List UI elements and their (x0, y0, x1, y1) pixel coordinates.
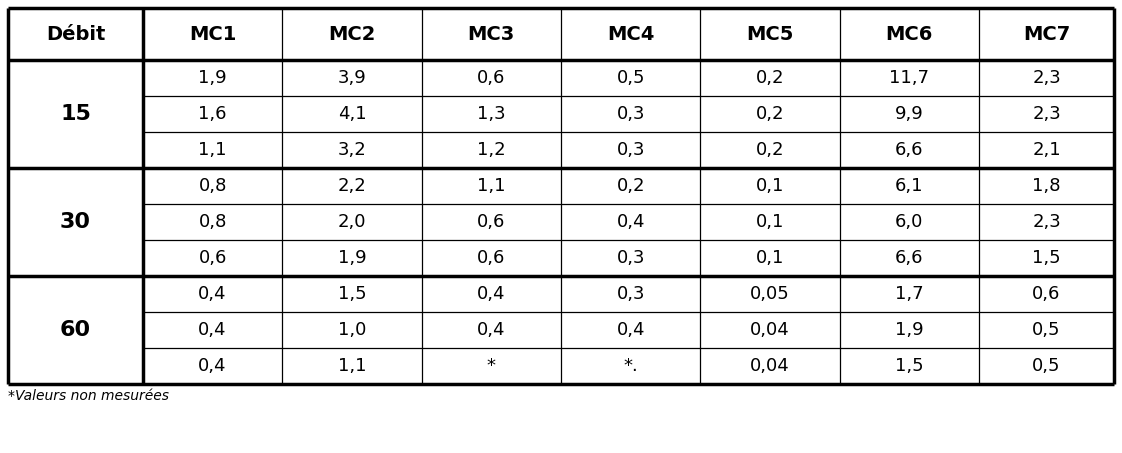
Text: 6,1: 6,1 (895, 177, 923, 195)
Text: MC1: MC1 (188, 24, 237, 43)
Text: 2,3: 2,3 (1032, 213, 1061, 231)
Text: 0,2: 0,2 (616, 177, 645, 195)
Text: 60: 60 (59, 320, 91, 340)
Text: 0,5: 0,5 (616, 69, 645, 87)
Text: 3,2: 3,2 (338, 141, 367, 159)
Text: 1,1: 1,1 (199, 141, 227, 159)
Text: 0,3: 0,3 (616, 285, 645, 303)
Text: 1,1: 1,1 (338, 357, 366, 375)
Text: 0,5: 0,5 (1032, 357, 1060, 375)
Text: 0,3: 0,3 (616, 141, 645, 159)
Text: 0,2: 0,2 (756, 105, 784, 123)
Text: 1,2: 1,2 (477, 141, 506, 159)
Text: 0,2: 0,2 (756, 69, 784, 87)
Text: 0,6: 0,6 (477, 249, 506, 267)
Text: 0,1: 0,1 (756, 249, 784, 267)
Text: 0,1: 0,1 (756, 213, 784, 231)
Text: 0,4: 0,4 (477, 321, 506, 339)
Text: MC5: MC5 (746, 24, 793, 43)
Text: 0,1: 0,1 (756, 177, 784, 195)
Text: 1,3: 1,3 (477, 105, 506, 123)
Text: 0,3: 0,3 (616, 105, 645, 123)
Text: 2,1: 2,1 (1032, 141, 1060, 159)
Text: MC4: MC4 (607, 24, 654, 43)
Text: 0,4: 0,4 (616, 321, 645, 339)
Text: 6,6: 6,6 (895, 249, 923, 267)
Text: 0,6: 0,6 (1032, 285, 1060, 303)
Text: 0,8: 0,8 (199, 213, 227, 231)
Text: MC6: MC6 (885, 24, 934, 43)
Text: 0,6: 0,6 (199, 249, 227, 267)
Text: 2,3: 2,3 (1032, 105, 1061, 123)
Text: 0,8: 0,8 (199, 177, 227, 195)
Text: 0,3: 0,3 (616, 249, 645, 267)
Text: 1,9: 1,9 (199, 69, 227, 87)
Text: 0,04: 0,04 (751, 321, 790, 339)
Text: 0,05: 0,05 (751, 285, 790, 303)
Text: 2,3: 2,3 (1032, 69, 1061, 87)
Text: 0,4: 0,4 (199, 357, 227, 375)
Text: 3,9: 3,9 (338, 69, 367, 87)
Text: 0,4: 0,4 (616, 213, 645, 231)
Text: 1,1: 1,1 (477, 177, 506, 195)
Text: 30: 30 (59, 212, 91, 232)
Text: 6,6: 6,6 (895, 141, 923, 159)
Text: 11,7: 11,7 (890, 69, 929, 87)
Text: 4,1: 4,1 (338, 105, 366, 123)
Text: MC3: MC3 (468, 24, 515, 43)
Text: 0,2: 0,2 (756, 141, 784, 159)
Text: 0,04: 0,04 (751, 357, 790, 375)
Text: 1,5: 1,5 (1032, 249, 1060, 267)
Text: 1,9: 1,9 (895, 321, 923, 339)
Text: 1,6: 1,6 (199, 105, 227, 123)
Text: 1,8: 1,8 (1032, 177, 1060, 195)
Text: Débit: Débit (46, 24, 105, 43)
Text: 1,5: 1,5 (338, 285, 366, 303)
Text: 0,4: 0,4 (199, 321, 227, 339)
Text: 6,0: 6,0 (895, 213, 923, 231)
Text: 0,5: 0,5 (1032, 321, 1060, 339)
Text: 1,7: 1,7 (895, 285, 923, 303)
Text: 9,9: 9,9 (895, 105, 923, 123)
Text: *: * (487, 357, 496, 375)
Text: 0,6: 0,6 (477, 69, 506, 87)
Text: 2,0: 2,0 (338, 213, 366, 231)
Text: MC2: MC2 (329, 24, 376, 43)
Text: 1,5: 1,5 (895, 357, 923, 375)
Text: 0,6: 0,6 (477, 213, 506, 231)
Text: *Valeurs non mesurées: *Valeurs non mesurées (8, 389, 169, 403)
Text: 1,0: 1,0 (338, 321, 366, 339)
Text: 15: 15 (61, 104, 91, 124)
Text: 0,4: 0,4 (477, 285, 506, 303)
Text: 1,9: 1,9 (338, 249, 366, 267)
Text: *.: *. (624, 357, 638, 375)
Text: MC7: MC7 (1023, 24, 1070, 43)
Text: 0,4: 0,4 (199, 285, 227, 303)
Text: 2,2: 2,2 (338, 177, 367, 195)
